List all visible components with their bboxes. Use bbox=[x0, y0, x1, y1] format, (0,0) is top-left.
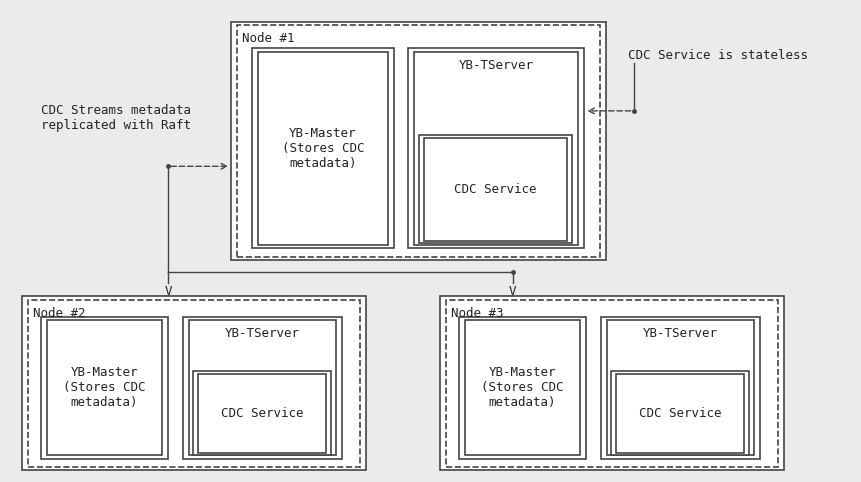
Text: CDC Service: CDC Service bbox=[638, 407, 721, 420]
Bar bbox=[606, 320, 753, 455]
Bar bbox=[407, 48, 584, 248]
Text: V: V bbox=[509, 285, 516, 298]
Text: Node #3: Node #3 bbox=[450, 307, 503, 320]
Text: CDC Service is stateless: CDC Service is stateless bbox=[627, 49, 807, 62]
Bar bbox=[46, 320, 162, 455]
Text: YB-Master
(Stores CDC
metadata): YB-Master (Stores CDC metadata) bbox=[282, 127, 363, 170]
Text: CDC Streams metadata
replicated with Raft: CDC Streams metadata replicated with Raf… bbox=[41, 104, 191, 132]
Bar bbox=[183, 317, 342, 459]
Bar bbox=[198, 374, 325, 453]
Bar bbox=[257, 52, 387, 245]
Bar bbox=[610, 371, 748, 455]
Text: YB-Master
(Stores CDC
metadata): YB-Master (Stores CDC metadata) bbox=[63, 366, 146, 409]
Bar bbox=[251, 48, 393, 248]
Bar bbox=[418, 135, 572, 243]
Bar bbox=[231, 22, 605, 260]
Bar bbox=[439, 296, 784, 470]
Text: YB-TServer: YB-TServer bbox=[225, 327, 300, 340]
Bar bbox=[28, 300, 360, 467]
Bar bbox=[193, 371, 331, 455]
Text: CDC Service: CDC Service bbox=[220, 407, 303, 420]
Text: V: V bbox=[164, 285, 171, 298]
Bar bbox=[413, 52, 578, 245]
Bar bbox=[464, 320, 579, 455]
Bar bbox=[445, 300, 777, 467]
Bar bbox=[424, 138, 567, 241]
Text: YB-TServer: YB-TServer bbox=[642, 327, 717, 340]
Text: Node #2: Node #2 bbox=[33, 307, 85, 320]
Text: Node #1: Node #1 bbox=[242, 32, 294, 45]
Bar bbox=[616, 374, 743, 453]
Bar bbox=[458, 317, 585, 459]
Bar bbox=[237, 25, 599, 257]
Bar bbox=[40, 317, 168, 459]
Bar bbox=[22, 296, 366, 470]
Bar bbox=[189, 320, 336, 455]
Text: YB-Master
(Stores CDC
metadata): YB-Master (Stores CDC metadata) bbox=[480, 366, 563, 409]
Text: CDC Service: CDC Service bbox=[454, 183, 536, 196]
Bar bbox=[600, 317, 759, 459]
Text: YB-TServer: YB-TServer bbox=[458, 59, 533, 72]
